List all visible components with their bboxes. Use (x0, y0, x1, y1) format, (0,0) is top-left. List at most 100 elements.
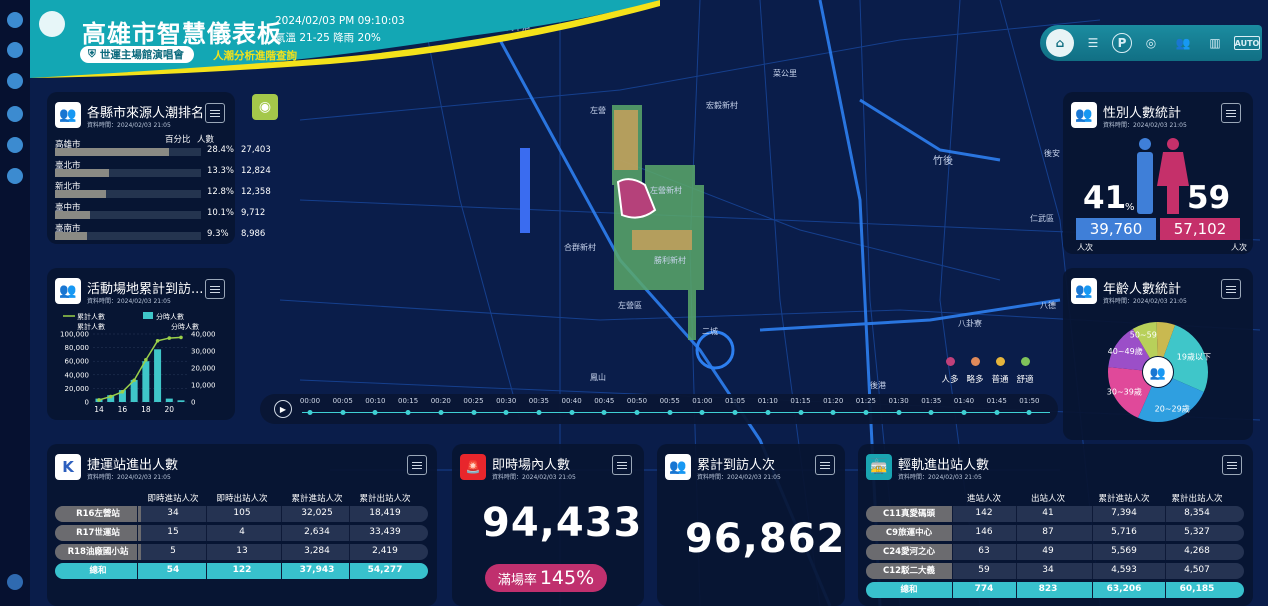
timeline-tick[interactable] (405, 410, 411, 415)
bar (130, 379, 138, 402)
people-icon[interactable] (7, 73, 23, 89)
line-point (179, 335, 183, 340)
table-cell: 34 (1042, 565, 1054, 575)
traffic-icon[interactable]: ☰ (1087, 36, 1099, 50)
line-point (167, 336, 172, 340)
column-header: 即時出站人次 (216, 494, 268, 504)
divider (137, 563, 138, 579)
map-label: 八卦寮 (958, 319, 982, 328)
timeline-tick[interactable] (699, 410, 705, 415)
parking-icon[interactable]: P (1112, 33, 1132, 53)
row-label: C9旅運中心 (866, 525, 952, 541)
divider (349, 506, 350, 522)
timeline[interactable]: ▶ 00:00 00:05 00:10 00:15 00:20 00:25 00:30 00:… (260, 394, 1058, 424)
event-badge[interactable]: ⛨ 世運主場館演唱會 (80, 46, 194, 63)
table-cell: 4,268 (1184, 546, 1210, 556)
county-name: 臺南市 (55, 224, 81, 234)
timeline-tick[interactable] (340, 410, 346, 415)
map-building (520, 148, 530, 233)
menu-button[interactable] (815, 455, 835, 475)
column-header: 累計進站人次 (291, 494, 343, 504)
clock-icon[interactable] (7, 42, 23, 58)
male-unit: 人次 (1077, 243, 1093, 252)
home-icon[interactable]: ⌂ (1046, 29, 1074, 57)
timeline-tick[interactable] (961, 410, 967, 415)
car-icon[interactable] (7, 168, 23, 184)
divider (1165, 582, 1166, 598)
theme-toggle-icon[interactable] (7, 574, 23, 590)
menu-button[interactable] (1222, 455, 1242, 475)
legend-label: 舒適 (1016, 375, 1034, 385)
timeline-tick[interactable] (830, 410, 836, 415)
crowd-icon[interactable]: 👥 (1175, 36, 1191, 50)
timeline-track[interactable] (302, 412, 1050, 413)
header: 高雄市智慧儀表板 2024/02/03 PM 09:10:03 氣溫 21-25… (30, 0, 660, 78)
timeline-tick[interactable] (667, 410, 673, 415)
table-cell: 823 (1038, 584, 1058, 594)
y-axis-left-title: 累計人數 (77, 322, 105, 331)
timeline-tick[interactable] (601, 410, 607, 415)
timeline-tick[interactable] (372, 410, 378, 415)
visits-value: 96,862 (685, 516, 846, 562)
county-count: 12,824 (241, 166, 271, 176)
divider (1165, 563, 1166, 579)
map-label: 竹後 (933, 156, 953, 167)
table-cell: 87 (1042, 527, 1054, 537)
table-row: C24愛河之心 63 49 5,569 4,268 (866, 544, 1244, 560)
cctv-icon[interactable]: ◎ (1145, 36, 1157, 50)
divider (349, 525, 350, 541)
legend-bar-swatch (143, 312, 153, 319)
timeline-tick[interactable] (438, 410, 444, 415)
menu-button[interactable] (407, 455, 427, 475)
panel-timestamp: 資料時間：2024/02/03 21:05 (87, 474, 171, 481)
advanced-query-link[interactable]: 人潮分析進階查詢 (213, 50, 297, 62)
timeline-tick[interactable] (896, 410, 902, 415)
menu-button[interactable] (1221, 279, 1241, 299)
x-tick: 18 (141, 405, 151, 414)
column-header: 累計出站人次 (359, 494, 411, 504)
camera-icon[interactable] (7, 12, 23, 28)
panel-timestamp: 資料時間：2024/02/03 21:05 (492, 474, 576, 481)
timeline-tick[interactable] (928, 410, 934, 415)
county-count: 9,712 (241, 208, 266, 218)
timeline-tick[interactable] (503, 410, 509, 415)
table-cell: 5,569 (1111, 546, 1137, 556)
timeline-tick[interactable] (994, 410, 1000, 415)
legend-label: 人多 (941, 375, 959, 385)
donut-center (1143, 357, 1173, 387)
map-label: 後安 (1044, 149, 1060, 158)
divider (1016, 506, 1017, 522)
menu-button[interactable] (1221, 103, 1241, 123)
timeline-tick[interactable] (536, 410, 542, 415)
menu-button[interactable] (205, 279, 225, 299)
timeline-tick[interactable] (634, 410, 640, 415)
row-label: R18油廠國小站 (55, 544, 141, 560)
timeline-tick[interactable] (569, 410, 575, 415)
timeline-tick[interactable] (1026, 410, 1032, 415)
timeline-tick[interactable] (765, 410, 771, 415)
row-label: R16左營站 (55, 506, 141, 522)
gender-panel: 👥 性別人數統計 資料時間：2024/02/03 21:05 41 % 59 3… (1063, 92, 1253, 254)
flag-icon[interactable] (7, 106, 23, 122)
timeline-tick[interactable] (471, 410, 476, 415)
locate-icon[interactable]: ◉ (252, 94, 278, 120)
timeline-label: 01:20 (823, 397, 844, 405)
header-weather: 氣溫 21-25 降雨 20% (275, 32, 381, 44)
divider (1016, 544, 1017, 560)
play-icon[interactable]: ▶ (274, 400, 292, 418)
chart-icon[interactable]: ▥ (1209, 36, 1221, 50)
column-header: 累計進站人次 (1098, 494, 1150, 504)
slice-label: 30~39歲 (1107, 387, 1142, 397)
menu-button[interactable] (612, 455, 632, 475)
timeline-tick[interactable] (798, 410, 803, 415)
timeline-tick[interactable] (863, 410, 869, 415)
timeline-tick[interactable] (307, 410, 313, 415)
auto-button[interactable]: AUTO (1234, 36, 1260, 50)
timeline-label: 00:05 (332, 397, 353, 405)
legend-dot (1021, 357, 1030, 366)
timeline-tick[interactable] (732, 410, 738, 415)
divider (1165, 525, 1166, 541)
shield-icon[interactable] (7, 137, 23, 153)
page-title: 高雄市智慧儀表板 (82, 20, 282, 48)
menu-button[interactable] (205, 103, 225, 123)
